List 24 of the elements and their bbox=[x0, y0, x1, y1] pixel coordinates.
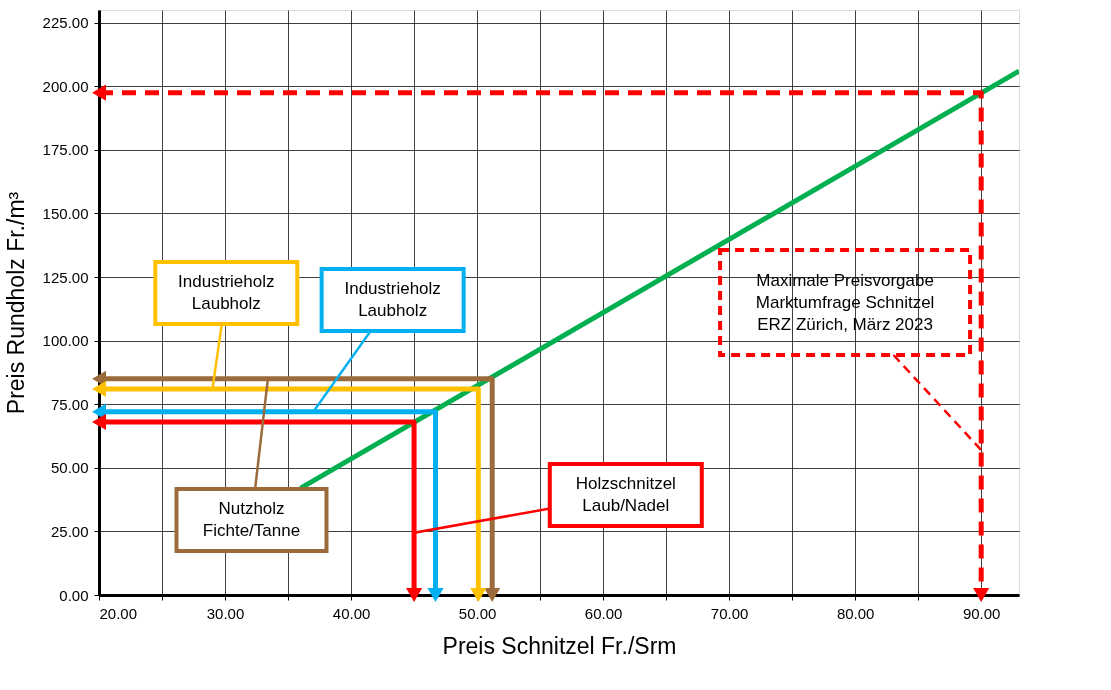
x-tick-label: 40.00 bbox=[332, 604, 371, 622]
x-tick-label: 90.00 bbox=[962, 604, 1001, 622]
y-tick-label: 150.00 bbox=[42, 204, 89, 222]
annotation: Industrieholz Laubholz bbox=[178, 272, 275, 314]
y-tick-label: 0.00 bbox=[59, 586, 89, 604]
y-tick-label: 225.00 bbox=[42, 14, 89, 32]
y-tick-label: 50.00 bbox=[50, 459, 89, 477]
y-tick-label: 25.00 bbox=[50, 522, 89, 540]
y-tick-label: 125.00 bbox=[42, 268, 89, 286]
annotation: Nutzholz Fichte/Tanne bbox=[202, 498, 301, 540]
x-tick-label: 50.00 bbox=[458, 604, 497, 622]
x-axis-title: Preis Schnitzel Fr./Srm bbox=[442, 632, 677, 659]
y-tick-label: 100.00 bbox=[42, 332, 89, 350]
x-tick-label: 30.00 bbox=[206, 604, 245, 622]
x-tick-label: 60.00 bbox=[584, 604, 623, 622]
x-tick-label: 80.00 bbox=[836, 604, 875, 622]
y-axis-title: Preis Rundholz Fr./m³ bbox=[2, 191, 29, 415]
x-tick-label: 70.00 bbox=[710, 604, 749, 622]
x-tick-label: 20.00 bbox=[99, 604, 138, 622]
annotation: Holzschnitzel Laub/Nadel bbox=[575, 474, 676, 516]
y-tick-label: 75.00 bbox=[50, 395, 89, 413]
y-tick-label: 175.00 bbox=[42, 141, 89, 159]
y-tick-label: 200.00 bbox=[42, 77, 89, 95]
annotation: Industrieholz Laubholz bbox=[344, 278, 441, 320]
